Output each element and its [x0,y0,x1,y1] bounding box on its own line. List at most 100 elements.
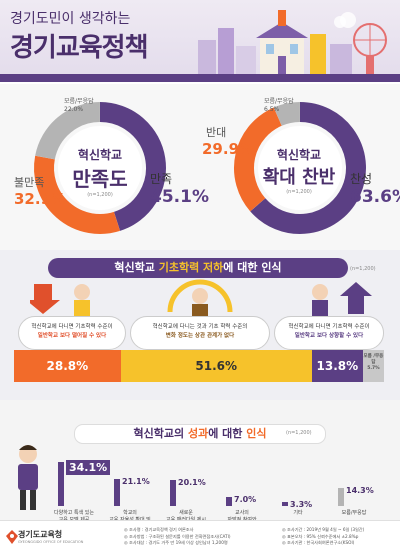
performance-bar [58,462,64,506]
satisfaction-donut-chart [34,102,166,234]
performance-bar-caption: 모름/무응답 [341,510,367,516]
student-figure-illustration [18,445,38,510]
footer-survey-info-left: ◎ 조사명 : 경기교육정책 경기 여론조사 ◎ 조사방법 : 구조화된 설문지… [124,527,230,547]
header-subtitle: 경기도민이 생각하는 [10,11,131,27]
basic-ability-banner: 혁신학교 기초학력 저하에 대한 인식 [48,258,348,278]
banner2-text-c: 에 대한 [208,427,247,440]
header-title: 경기교육정책 [10,33,149,63]
donut2-agree-value: 63.6% [350,187,400,207]
performance-bar [170,480,176,506]
footer-org: 경기도교육청 GYEONGGIDO OFFICE OF EDUCATION [18,529,83,544]
donut1-dissatisfied-label: 불만족 32.9% [14,174,66,208]
donut1-center-main: 만족도 [72,167,128,191]
segment-unknown-label: 모름 /무응답 [363,354,384,365]
performance-bar-chart: 34.1%다양하고 특색 있는교육 모델 제공21.1%학교의교육 자율성 확대… [50,456,390,529]
performance-bar-caption: 새로운교육 패러다임 제시 [166,510,206,523]
donut1-dissatisfied-value: 32.9% [14,190,67,208]
donut1-center-top: 혁신학교 [77,148,123,162]
quote-no-relation: 혁신학교에 다니는 것과 기초 학력 수준의 변화 정도는 상관 관계가 없다 [130,316,270,350]
donut-section: 모름/무응답 22.0% 불만족 32.9% 만족 45.1% 혁신학교 만족도… [0,84,400,250]
donut1-center: 혁신학교 만족도 (n=1,200) [60,146,140,198]
quote-decrease: 혁신학교에 다니면 기초학력 수준이 일반학교 보다 떨어질 수 있다 [18,316,126,350]
quote-decrease-emphasis: 일반학교 보다 떨어질 수 있다 [37,333,107,339]
segment-increase: 13.8% [311,350,363,382]
performance-bar-value: 20.1% [178,478,206,488]
footer-line-3: ◎ 조사대상 : 경기도 거주 만 19세 이상 성인남녀 1,200명 [124,540,228,546]
header: 경기도민이 생각하는 경기교육정책 [0,0,400,74]
donut2-center: 혁신학교 확대 찬반 (n=1,200) [254,146,344,195]
performance-banner: 혁신학교의 성과에 대한 인식 [74,424,326,444]
expansion-center-disc [258,126,342,210]
footer-survey-info-right: ◎ 조사기간 : 2019년 9월 4일 ~ 6일 (3일간) ◎ 표본오차 :… [282,527,364,547]
expansion-slice-3 [273,102,301,126]
quote-no-relation-emphasis: 변화 정도는 상관 관계가 없다 [165,333,235,339]
footer: 경기도교육청 GYEONGGIDO OFFICE OF EDUCATION ◎ … [0,520,400,554]
donut2-oppose-label: 반대 29.9% [202,124,254,158]
donut2-unknown-label: 모름/무응답 6.5% [264,98,294,114]
segment-decrease: 28.8% [14,350,121,382]
performance-bar-caption: 기타 [293,510,303,516]
performance-bar-value: 3.3% [290,499,313,509]
donut2-unknown-value: 6.5% [264,106,280,113]
quote-increase-emphasis: 일반학교 보다 상향할 수 있다 [294,333,364,339]
banner2-highlight-1: 성과 [187,427,209,440]
performance-bar [114,478,120,506]
segment-no-relation: 51.6% [120,350,312,382]
thinking-student-illustration [167,279,233,316]
performance-n-note: (n=1,200) [286,430,312,436]
donut1-unknown-label: 모름/무응답 22.0% [64,98,94,114]
basic-ability-stacked-bar: 28.8% 51.6% 13.8% 모름 /무응답 5.7% [14,350,384,382]
donut1-unknown-text: 모름/무응답 [64,98,94,105]
header-bar [0,74,400,82]
donut2-oppose-text: 반대 [206,126,227,139]
donut1-dissatisfied-text: 불만족 [14,176,45,189]
expansion-donut-chart [234,102,366,234]
satisfaction-center-disc [58,126,142,210]
performance-bar [226,496,232,506]
banner-text-highlight: 기초학력 저하 [158,261,224,274]
quote-increase-text: 혁신학교에 다니면 기초학력 수준이 [288,324,370,330]
quote-no-relation-text: 혁신학교에 다니는 것과 기초 학력 수준의 [152,324,248,330]
performance-bar-value: 21.1% [122,476,150,486]
performance-bar-value: 7.0% [234,494,257,504]
quote-increase: 혁신학교에 다니면 기초학력 수준이 일반학교 보다 상향할 수 있다 [274,316,384,350]
office-logo-icon [6,530,18,544]
satisfaction-slice-1 [99,102,166,231]
donut1-satisfied-text: 만족 [150,172,173,186]
donut2-n-note: (n=1,200) [286,189,312,195]
footer-line-5: ◎ 표본오차 : 95% 신뢰수준에서 ±2.8%p [282,533,359,539]
donut2-oppose-value: 29.9% [202,140,255,158]
segment-unknown: 모름 /무응답 5.7% [362,350,384,382]
donut2-agree-text: 찬성 [350,172,373,186]
donut1-unknown-value: 22.0% [64,106,84,113]
footer-org-name: 경기도교육청 [18,530,63,539]
satisfaction-slice-3 [35,102,101,160]
quote-decrease-text: 혁신학교에 다니면 기초학력 수준이 [31,324,113,330]
banner-text-a: 혁신학교 [114,261,159,274]
up-arrow-student-illustration [312,282,372,316]
expansion-slice-2 [234,107,283,212]
city-skyline-illustration [198,10,387,74]
expansion-slice-1 [250,102,366,234]
footer-line-4: ◎ 조사기간 : 2019년 9월 4일 ~ 6일 (3일간) [282,527,365,532]
segment-unknown-value: 5.7% [367,366,380,371]
donut1-satisfied-label: 만족 45.1% [150,170,209,207]
donut1-n-note: (n=1,200) [87,192,113,198]
footer-line-2: ◎ 조사방법 : 구조화된 설문지를 이용한 전화면접조사(CATI) [124,533,231,539]
performance-bar-caption: 다양하고 특색 있는교육 모델 제공 [54,510,94,523]
banner2-highlight-2: 인식 [246,427,267,440]
basic-ability-n-note: (n=1,200) [350,266,376,272]
footer-line-6: ◎ 조사기관 : 한국사회여론연구소(KSOI) [282,540,355,546]
performance-bar [338,487,344,506]
performance-bar-value: 34.1% [66,460,111,475]
donut1-satisfied-value: 45.1% [150,187,209,207]
basic-ability-section: 혁신학교 기초학력 저하에 대한 인식 (n=1,200) 혁신학교에 다니면 … [0,250,400,400]
satisfaction-slice-2 [34,155,120,234]
donut2-agree-label: 찬성 63.6% [350,170,400,207]
donut2-center-main: 확대 찬반 [262,167,336,188]
donut2-center-top: 혁신학교 [276,148,322,162]
down-arrow-student-illustration [30,284,90,316]
performance-bar-value: 14.3% [346,485,374,495]
banner2-text-a: 혁신학교의 [133,427,188,440]
